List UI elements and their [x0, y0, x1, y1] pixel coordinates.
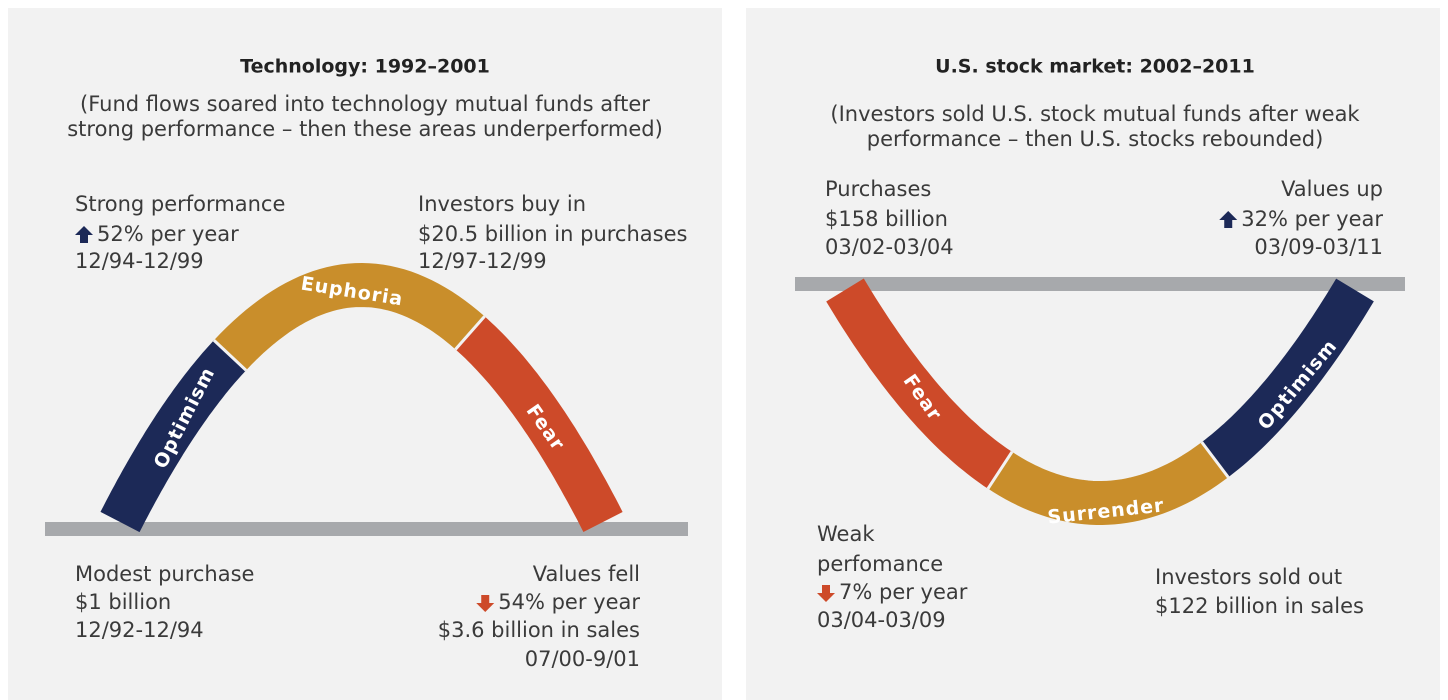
- note-text: Strong performance: [75, 192, 285, 216]
- segment-divider: [212, 339, 248, 372]
- note-text: 12/94-12/99: [75, 249, 204, 273]
- arrow-icon: [817, 585, 835, 602]
- note-text: Modest purchase: [75, 562, 254, 586]
- note-text: Investors sold out: [1155, 565, 1342, 589]
- segment-divider: [1200, 441, 1230, 479]
- cycle-segment: [214, 262, 485, 371]
- panel-subtitle: (Fund flows soared into technology mutua…: [80, 92, 650, 116]
- cycle-segment: [100, 340, 247, 533]
- note-text: 07/00-9/01: [525, 647, 640, 671]
- note-text: 12/97-12/99: [418, 249, 547, 273]
- note-text: $3.6 billion in sales: [438, 618, 640, 642]
- note-text: $122 billion in sales: [1155, 594, 1364, 618]
- note-text: 03/04-03/09: [817, 608, 946, 632]
- cycle-segment: [1201, 278, 1374, 478]
- baseline-bar: [45, 522, 688, 536]
- panel-title: U.S. stock market: 2002–2011: [935, 56, 1255, 78]
- arrow-icon: [75, 226, 93, 243]
- arrow-icon: [476, 595, 495, 612]
- panel-subtitle: performance – then U.S. stocks rebounded…: [867, 127, 1324, 151]
- cycle-segment: [455, 316, 623, 532]
- note-text: Values up: [1281, 177, 1383, 201]
- cycle-segment: [988, 441, 1228, 525]
- panel-bg: [8, 8, 722, 700]
- cycle-segment: [826, 278, 1012, 489]
- note-text: 32% per year: [1241, 207, 1383, 231]
- note-text: perfomance: [817, 552, 943, 576]
- note-text: 7% per year: [839, 580, 968, 604]
- arrow-icon: [1219, 211, 1238, 228]
- note-text: 03/02-03/04: [825, 235, 954, 259]
- note-text: Values fell: [533, 562, 640, 586]
- segment-divider: [454, 315, 486, 351]
- note-text: 52% per year: [97, 222, 239, 246]
- baseline-bar: [795, 277, 1405, 291]
- note-text: $20.5 billion in purchases: [418, 222, 687, 246]
- note-text: 03/09-03/11: [1254, 235, 1383, 259]
- segment-divider: [986, 451, 1014, 490]
- note-text: Weak: [817, 522, 875, 546]
- note-text: $158 billion: [825, 207, 948, 231]
- note-text: Investors buy in: [418, 192, 586, 216]
- note-text: 54% per year: [498, 590, 640, 614]
- panel-subtitle: strong performance – then these areas un…: [67, 117, 663, 141]
- note-text: 12/92-12/94: [75, 618, 204, 642]
- note-text: Purchases: [825, 177, 931, 201]
- panel-title: Technology: 1992–2001: [240, 56, 490, 78]
- note-text: $1 billion: [75, 590, 171, 614]
- panel-subtitle: (Investors sold U.S. stock mutual funds …: [830, 102, 1360, 126]
